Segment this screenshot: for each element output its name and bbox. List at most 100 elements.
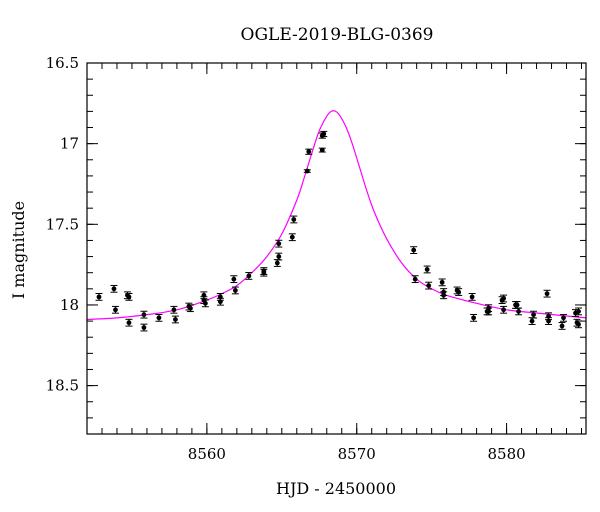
point-marker <box>187 305 193 311</box>
x-tick-label: 8580 <box>487 445 525 463</box>
point-marker <box>412 276 418 282</box>
x-tick-label: 8570 <box>338 445 376 463</box>
point-marker <box>546 318 551 324</box>
data-point <box>455 288 463 296</box>
point-marker <box>486 305 491 311</box>
data-point <box>245 272 253 280</box>
point-marker <box>202 300 208 306</box>
y-axis-label: I magnitude <box>9 201 28 299</box>
x-tick-label: 8560 <box>188 445 226 463</box>
data-point <box>318 147 326 153</box>
data-point <box>485 304 493 313</box>
data-point <box>290 215 298 224</box>
point-marker <box>516 309 521 314</box>
y-tick-label: 17.5 <box>46 215 79 233</box>
data-point <box>470 313 478 322</box>
y-tick-label: 17 <box>60 135 79 153</box>
model-curve-layer <box>86 110 587 321</box>
data-point <box>410 246 418 255</box>
point-marker <box>439 279 445 285</box>
data-point <box>560 313 568 322</box>
data-point <box>423 265 431 274</box>
data-point <box>543 289 551 298</box>
point-marker <box>321 131 327 137</box>
data-point <box>125 293 133 301</box>
point-marker <box>576 309 581 314</box>
point-marker <box>426 283 432 288</box>
point-marker <box>561 315 566 321</box>
point-marker <box>291 217 297 222</box>
point-marker <box>501 307 506 313</box>
point-marker <box>424 267 430 272</box>
point-marker <box>141 325 147 330</box>
data-point <box>425 281 433 290</box>
data-point <box>545 317 553 325</box>
data-point <box>125 318 133 327</box>
data-point <box>275 252 283 261</box>
data-point <box>216 297 224 306</box>
data-point <box>111 305 119 314</box>
axis-ticks: 8560 8570 8580 16.5 17 17.5 18 18.5 <box>46 54 586 463</box>
point-marker <box>289 234 295 240</box>
point-marker <box>126 320 132 326</box>
data-point <box>438 278 446 287</box>
data-point <box>515 307 523 316</box>
point-marker <box>456 289 462 295</box>
point-marker <box>217 299 223 305</box>
data-point <box>110 284 118 293</box>
y-tick-label: 18.5 <box>46 377 79 395</box>
data-point <box>95 293 103 301</box>
point-marker <box>471 315 477 321</box>
point-marker <box>156 315 162 321</box>
data-point <box>411 275 419 284</box>
data-point <box>155 313 163 322</box>
point-marker <box>232 288 238 293</box>
point-marker <box>306 149 312 155</box>
point-marker <box>514 302 520 308</box>
data-point <box>303 168 311 174</box>
point-marker <box>171 307 177 313</box>
y-tick-label: 18 <box>60 296 79 314</box>
data-points-layer <box>95 130 583 332</box>
point-marker <box>501 296 506 301</box>
data-point <box>171 315 179 324</box>
x-axis-label: HJD - 2450000 <box>276 479 396 498</box>
y-tick-label: 16.5 <box>46 54 79 72</box>
point-marker <box>441 292 447 298</box>
plot-frame <box>86 62 587 435</box>
point-marker <box>469 294 475 300</box>
point-marker <box>319 147 325 153</box>
data-point <box>530 310 538 319</box>
data-point <box>558 322 566 330</box>
data-point <box>440 291 448 300</box>
data-point <box>320 130 328 138</box>
data-point <box>275 239 283 248</box>
point-marker <box>559 323 565 329</box>
point-marker <box>111 286 117 292</box>
point-marker <box>173 317 178 322</box>
data-point <box>468 293 476 301</box>
point-marker <box>276 241 282 247</box>
data-point <box>500 305 508 314</box>
model-curve <box>86 110 587 321</box>
data-point <box>273 259 281 267</box>
data-point <box>140 310 148 319</box>
point-marker <box>126 294 132 300</box>
data-point <box>230 275 238 284</box>
data-point <box>231 286 239 295</box>
point-marker <box>576 321 581 327</box>
data-point <box>500 294 508 303</box>
data-point <box>260 268 268 277</box>
point-marker <box>246 273 252 279</box>
data-point <box>528 317 536 325</box>
data-point <box>170 305 178 314</box>
point-marker <box>531 312 536 318</box>
data-point <box>305 148 313 155</box>
point-marker <box>113 307 118 313</box>
point-marker <box>544 291 550 297</box>
point-marker <box>261 270 267 276</box>
point-marker <box>304 168 310 174</box>
data-point <box>186 304 194 313</box>
point-marker <box>276 254 282 259</box>
